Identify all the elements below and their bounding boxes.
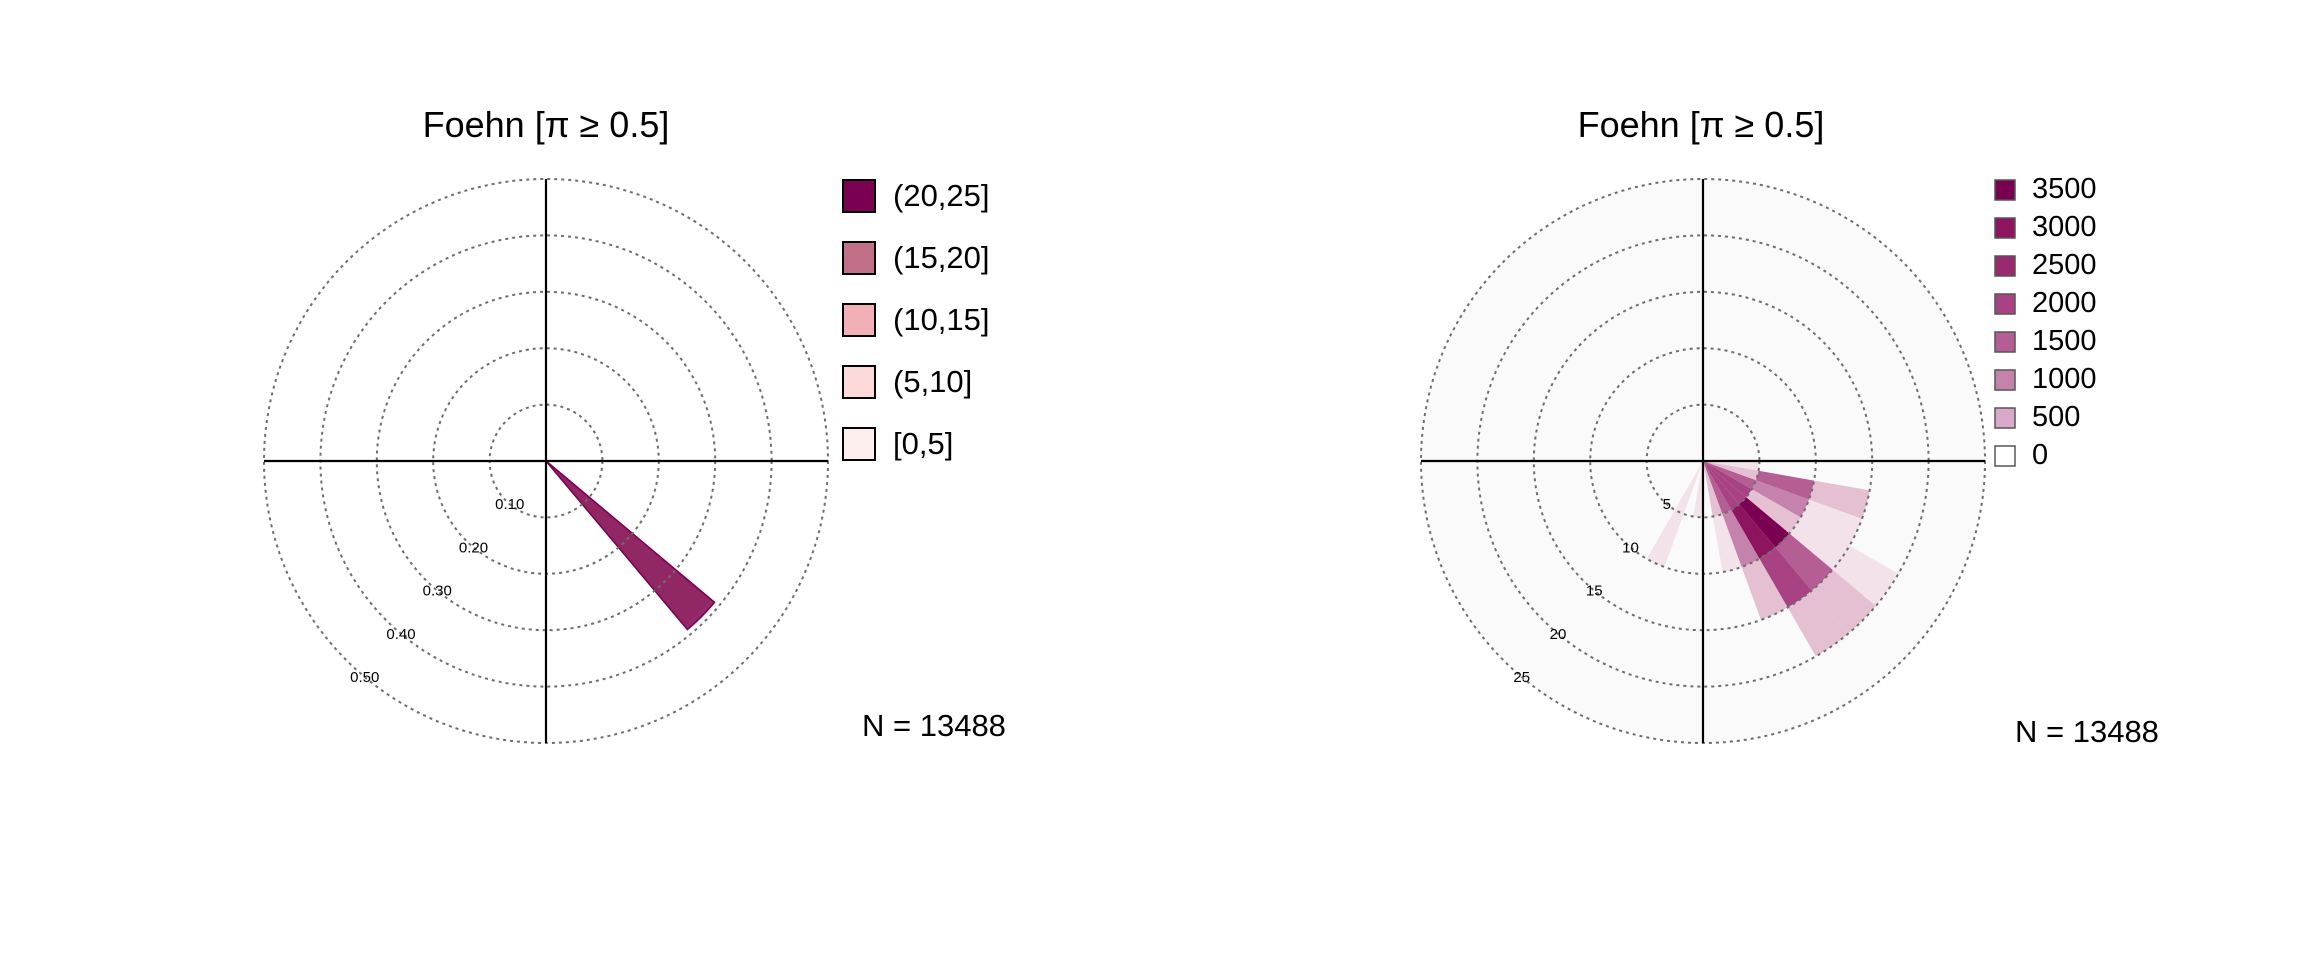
legend-swatch — [1994, 331, 2016, 353]
legend-label: (10,15] — [893, 302, 990, 337]
radial-tick-label: 15 — [1586, 583, 1603, 600]
heatmap-cell — [1703, 461, 1759, 481]
legend-swatch — [842, 427, 876, 461]
heatmap-cell — [1618, 558, 1665, 620]
heatmap-cell — [1751, 480, 1809, 518]
heatmap-cell — [1811, 569, 1876, 634]
heatmap-cell — [1898, 320, 1968, 384]
heatmap-cell — [1703, 461, 1740, 510]
heatmap-legend: 3500 3000 2500 2000 1500 1000 500 0 — [1994, 173, 2097, 471]
heatmap-radial-ticks: 5 10 15 20 25 — [1513, 496, 1671, 686]
legend-label: 3500 — [2032, 173, 2097, 205]
legend-label: (20,25] — [893, 178, 990, 213]
legend-label: 500 — [2032, 401, 2080, 433]
heatmap-cell — [1722, 509, 1760, 567]
radial-tick-label: 20 — [1550, 626, 1567, 643]
heatmap-cell — [1808, 480, 1870, 519]
heatmap-cell — [1800, 376, 1862, 423]
heatmap-cell — [1703, 461, 1732, 514]
legend-swatch — [1994, 407, 2016, 429]
heatmap-cell — [1832, 545, 1899, 607]
heatmap-cell — [1703, 461, 1747, 505]
windrose-radial-ticks: 0.10 0.20 0.30 0.40 0.50 — [350, 496, 524, 686]
heatmap-cell — [1703, 461, 1756, 490]
legend-swatch — [842, 365, 876, 399]
sample-size-label: N = 13488 — [2015, 714, 2159, 749]
heatmap-cell — [1557, 590, 1619, 657]
legend-swatch — [842, 303, 876, 337]
legend-label: 0 — [2032, 439, 2048, 471]
windrose-sector — [545, 460, 716, 631]
heatmap-cell — [1594, 547, 1647, 608]
radial-tick-label: 0.20 — [459, 539, 488, 556]
legend-swatch — [1994, 179, 2016, 201]
legend-label: 2000 — [2032, 287, 2097, 319]
heatmap-cell — [1755, 470, 1815, 500]
heatmap-cell — [1521, 633, 1591, 706]
heatmap-cell — [1787, 590, 1849, 657]
radial-tick-label: 5 — [1663, 496, 1671, 513]
heatmap-cell — [1646, 509, 1684, 567]
sample-size-label: N = 13488 — [862, 708, 1006, 743]
heatmap-cell — [1731, 504, 1776, 559]
polar-heatmap-panel: Foehn [π ≥ 0.5] 5 10 15 20 25 3500 3000 … — [1420, 104, 2159, 749]
heatmap-cell — [1789, 517, 1850, 570]
heatmap-cell — [1849, 348, 1915, 404]
radial-tick-label: 0.40 — [386, 626, 415, 643]
heatmap-cell — [1712, 513, 1742, 573]
heatmap-cell — [1703, 461, 1752, 498]
heatmap-cell — [1739, 497, 1790, 548]
heatmap-cell — [1703, 461, 1760, 471]
heatmap-cell — [1760, 607, 1816, 673]
heatmap-cell — [1630, 504, 1675, 559]
heatmap-cell — [1722, 566, 1761, 628]
heatmap-cell — [1683, 516, 1703, 574]
legend-label: [0,5] — [893, 426, 953, 461]
heatmap-cell — [1590, 607, 1646, 673]
legend-swatch — [1994, 293, 2016, 315]
windrose-panel: Foehn [π ≥ 0.5] 0.10 0.20 0.30 0.40 0.50… — [263, 104, 1006, 744]
legend-label: (15,20] — [893, 240, 990, 275]
legend-swatch — [842, 241, 876, 275]
legend-swatch — [1994, 255, 2016, 277]
heatmap-cell — [1703, 461, 1723, 517]
windrose-grid — [263, 178, 829, 744]
heatmap-cell — [1800, 499, 1862, 546]
heatmap-cell — [1815, 633, 1885, 706]
heatmap-cell — [1693, 461, 1703, 518]
windrose-sectors — [545, 460, 716, 631]
legend-label: 3000 — [2032, 211, 2097, 243]
legend-swatch — [1994, 445, 2016, 467]
windrose-legend: (20,25] (15,20] (10,15] (5,10] [0,5] — [842, 178, 990, 461]
windrose-title: Foehn [π ≥ 0.5] — [423, 104, 670, 145]
legend-label: 1000 — [2032, 363, 2097, 395]
heatmap-cell — [1775, 533, 1833, 591]
heatmap-cell — [1759, 547, 1812, 608]
heatmap-cell — [1849, 518, 1915, 574]
radial-tick-label: 10 — [1622, 539, 1639, 556]
legend-swatch — [842, 179, 876, 213]
radial-tick-label: 0.30 — [423, 583, 452, 600]
radial-tick-label: 0.10 — [495, 496, 524, 513]
legend-label: 1500 — [2032, 325, 2097, 357]
legend-swatch — [1994, 217, 2016, 239]
heatmap-title: Foehn [π ≥ 0.5] — [1578, 104, 1825, 145]
legend-label: (5,10] — [893, 364, 972, 399]
heatmap-cell — [1746, 489, 1801, 534]
heatmap-grid — [1420, 178, 1986, 744]
legend-label: 2500 — [2032, 249, 2097, 281]
legend-swatch — [1994, 369, 2016, 391]
radial-tick-label: 25 — [1513, 669, 1530, 686]
heatmap-cell — [1674, 461, 1703, 514]
heatmap-cell — [1741, 558, 1788, 620]
radial-tick-label: 0.50 — [350, 669, 379, 686]
heatmap-cell — [1848, 606, 1920, 678]
